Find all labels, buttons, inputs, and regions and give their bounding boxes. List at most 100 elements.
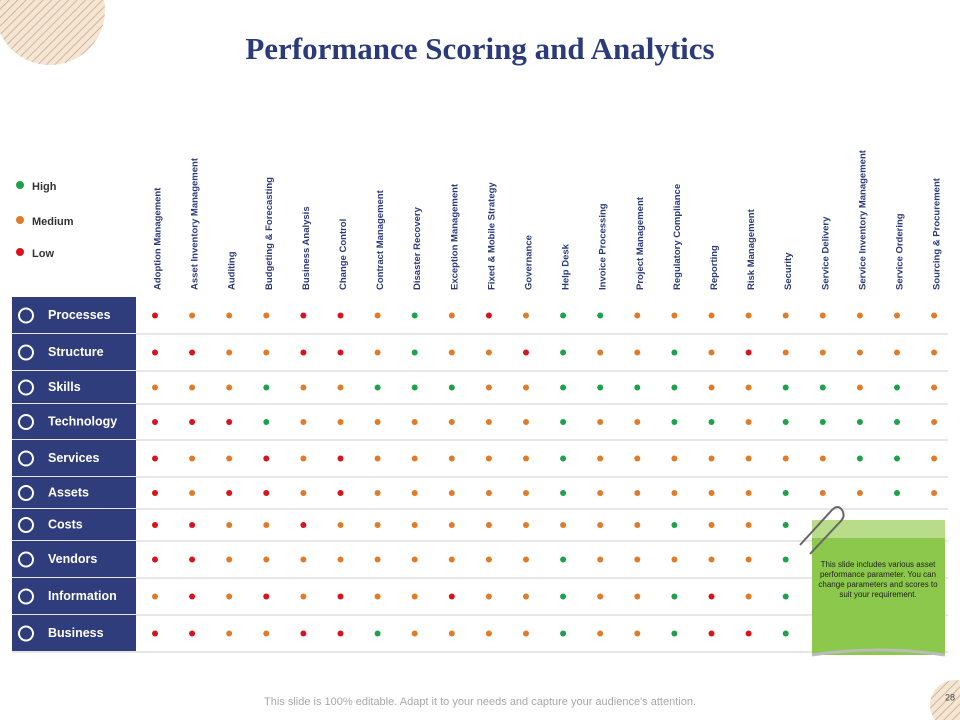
score-dot bbox=[708, 384, 715, 391]
score-dot bbox=[374, 312, 381, 319]
score-dot bbox=[448, 312, 455, 319]
score-dot bbox=[152, 522, 158, 528]
score-dot bbox=[226, 349, 233, 356]
score-dot bbox=[152, 593, 158, 600]
score-dot bbox=[337, 630, 344, 637]
score-dot bbox=[745, 349, 752, 356]
score-dot bbox=[189, 349, 196, 356]
score-dot bbox=[485, 349, 492, 356]
score-dot bbox=[411, 384, 418, 391]
score-dot bbox=[411, 522, 418, 528]
score-dot bbox=[782, 593, 789, 600]
score-dot bbox=[485, 593, 492, 600]
score-dot bbox=[485, 522, 492, 528]
score-dot bbox=[819, 349, 826, 356]
score-dot bbox=[374, 490, 381, 496]
legend-dot bbox=[16, 216, 24, 224]
row-icon bbox=[18, 517, 34, 533]
score-dot bbox=[931, 349, 938, 356]
score-dot bbox=[263, 630, 270, 637]
score-dot bbox=[300, 419, 307, 425]
score-dot bbox=[485, 490, 492, 496]
row-icon bbox=[18, 625, 34, 642]
column-header: Reporting bbox=[709, 245, 720, 290]
score-dot bbox=[708, 349, 715, 356]
score-dot bbox=[597, 349, 604, 356]
score-dot bbox=[152, 349, 158, 356]
score-dot bbox=[856, 455, 863, 462]
score-dot bbox=[931, 312, 938, 319]
score-dot bbox=[374, 349, 381, 356]
score-dot bbox=[671, 522, 678, 528]
score-dot bbox=[485, 630, 492, 637]
table: High Medium Low Adoption Management Asset In… bbox=[12, 149, 948, 653]
score-dot bbox=[597, 556, 604, 563]
score-dot bbox=[782, 490, 789, 496]
score-dot bbox=[374, 419, 381, 425]
score-dot bbox=[263, 349, 270, 356]
score-dot bbox=[448, 455, 455, 462]
score-dot bbox=[819, 455, 826, 462]
row-label: Information bbox=[48, 589, 117, 603]
score-dot bbox=[300, 384, 307, 391]
score-dot bbox=[560, 522, 567, 528]
score-dot bbox=[411, 349, 418, 356]
score-dot bbox=[634, 522, 641, 528]
score-dot bbox=[411, 455, 418, 462]
score-dot bbox=[226, 630, 233, 637]
footer: This slide is 100% editable. Adapt it to… bbox=[264, 696, 696, 708]
score-dot bbox=[931, 384, 938, 391]
column-header: Project Management bbox=[635, 196, 646, 290]
note-card bbox=[812, 520, 945, 655]
score-dot bbox=[300, 455, 307, 462]
score-dot bbox=[708, 419, 715, 425]
column-header: Sourcing & Procurement bbox=[932, 177, 943, 290]
score-dot bbox=[263, 522, 270, 528]
row-icon bbox=[18, 379, 34, 396]
column-header: Budgeting & Forecasting bbox=[264, 177, 275, 290]
score-dot bbox=[374, 384, 381, 391]
score-dot bbox=[523, 593, 529, 600]
column-header: Disaster Recovery bbox=[412, 206, 423, 290]
paperclip bbox=[799, 506, 845, 555]
decor-circle bbox=[930, 680, 960, 720]
score-dot bbox=[448, 419, 455, 425]
legend-label: Low bbox=[32, 248, 54, 260]
score-dot bbox=[226, 593, 233, 600]
score-dot bbox=[634, 349, 641, 356]
score-dot bbox=[745, 630, 752, 637]
score-dot bbox=[745, 312, 752, 319]
score-dot bbox=[226, 522, 233, 528]
score-dot bbox=[782, 384, 789, 391]
score-dot bbox=[411, 593, 418, 600]
legend-label: Medium bbox=[32, 216, 74, 228]
score-dot bbox=[560, 455, 567, 462]
score-dot bbox=[597, 490, 604, 496]
column-header: Service Ordering bbox=[895, 213, 906, 290]
score-dot bbox=[745, 522, 752, 528]
score-dot bbox=[263, 490, 270, 496]
score-dot bbox=[634, 556, 641, 563]
score-dot bbox=[671, 593, 678, 600]
score-dot bbox=[485, 455, 492, 462]
score-dot bbox=[411, 490, 418, 496]
score-dot bbox=[152, 312, 158, 319]
score-dot bbox=[523, 455, 529, 462]
score-dot bbox=[708, 490, 715, 496]
score-dot bbox=[152, 419, 158, 425]
score-dot bbox=[597, 312, 604, 319]
score-dot bbox=[411, 556, 418, 563]
score-dot bbox=[300, 312, 307, 319]
column-header: Fixed & Mobile Strategy bbox=[486, 182, 497, 290]
column-header: Risk Management bbox=[746, 208, 757, 290]
score-dot bbox=[337, 455, 344, 462]
score-dot bbox=[263, 312, 270, 319]
score-dot bbox=[152, 455, 158, 462]
score-dot bbox=[189, 630, 196, 637]
score-dot bbox=[300, 593, 307, 600]
score-dot bbox=[263, 384, 270, 391]
legend-label: High bbox=[32, 181, 57, 193]
score-dot bbox=[448, 630, 455, 637]
score-dot bbox=[448, 384, 455, 391]
